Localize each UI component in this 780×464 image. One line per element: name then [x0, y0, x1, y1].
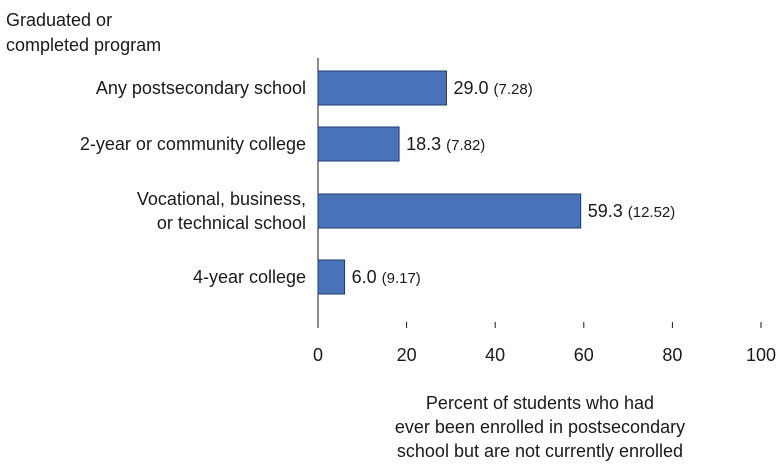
value-label-estimate: 29.0: [453, 78, 493, 98]
value-label-standard-error: (7.28): [494, 81, 533, 98]
value-label-estimate: 59.3: [588, 201, 628, 221]
category-label: or technical school: [157, 213, 306, 233]
x-tick-label: 40: [485, 345, 505, 365]
corner-label: Graduated or completed program: [6, 10, 161, 55]
bar: [317, 126, 400, 162]
x-axis-title-line: school but are not currently enrolled: [397, 441, 683, 461]
category-label: Any postsecondary school: [96, 78, 306, 98]
value-label-standard-error: (7.82): [446, 137, 485, 154]
bar: [317, 259, 346, 295]
x-axis-ticks: 0 20 40 60 80 100: [313, 322, 776, 365]
x-tick-label: 0: [313, 345, 323, 365]
corner-label-line: completed program: [6, 35, 161, 55]
value-label: 59.3 (12.52): [588, 201, 676, 221]
x-tick-label: 100: [746, 345, 776, 365]
x-axis-title-line: Percent of students who had: [426, 393, 654, 413]
corner-label-line: Graduated or: [6, 10, 112, 30]
value-label-estimate: 6.0: [352, 267, 382, 287]
bars: [317, 70, 582, 295]
category-label: 4-year college: [193, 267, 306, 287]
category-labels: Any postsecondary school 2-year or commun…: [80, 78, 306, 287]
category-label: Vocational, business,: [137, 189, 306, 209]
value-label: 29.0 (7.28): [453, 78, 532, 98]
x-tick-label: 80: [662, 345, 682, 365]
value-labels: 29.0 (7.28) 18.3 (7.82) 59.3 (12.52) 6.0 (9…: [352, 78, 676, 287]
x-axis-title: Percent of students who had ever been enr…: [395, 393, 685, 461]
bar: [317, 193, 582, 229]
x-tick-label: 20: [397, 345, 417, 365]
x-axis-title-line: ever been enrolled in postsecondary: [395, 417, 685, 437]
value-label: 18.3 (7.82): [406, 134, 485, 154]
bar: [317, 70, 447, 106]
value-label-standard-error: (12.52): [628, 204, 676, 221]
category-label: 2-year or community college: [80, 134, 306, 154]
value-label-estimate: 18.3: [406, 134, 446, 154]
x-tick-label: 60: [574, 345, 594, 365]
value-label: 6.0 (9.17): [352, 267, 421, 287]
value-label-standard-error: (9.17): [382, 270, 421, 287]
